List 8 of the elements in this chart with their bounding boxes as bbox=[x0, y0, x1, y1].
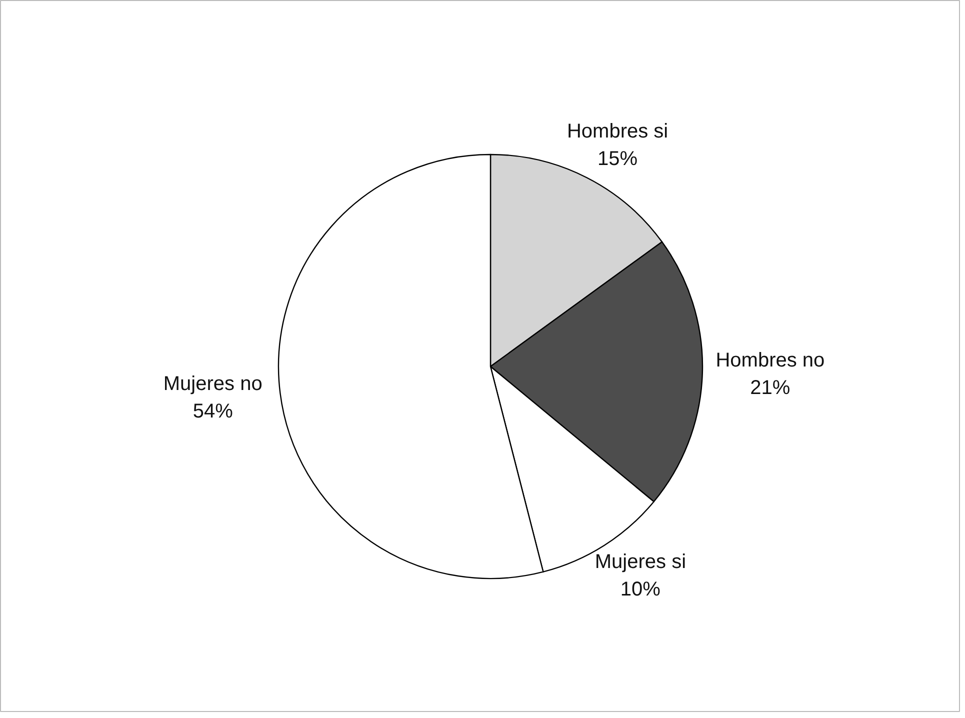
data-label: 54% bbox=[192, 400, 234, 422]
slice-label: Mujeres si bbox=[594, 551, 686, 574]
data-label: 15% bbox=[598, 148, 638, 170]
data-label: 10% bbox=[620, 578, 661, 601]
slice-label: Hombres no bbox=[716, 350, 825, 372]
slice-label: Hombres si bbox=[566, 120, 668, 143]
slice-label: Mujeres no bbox=[163, 372, 262, 395]
data-label: 21% bbox=[750, 377, 790, 400]
